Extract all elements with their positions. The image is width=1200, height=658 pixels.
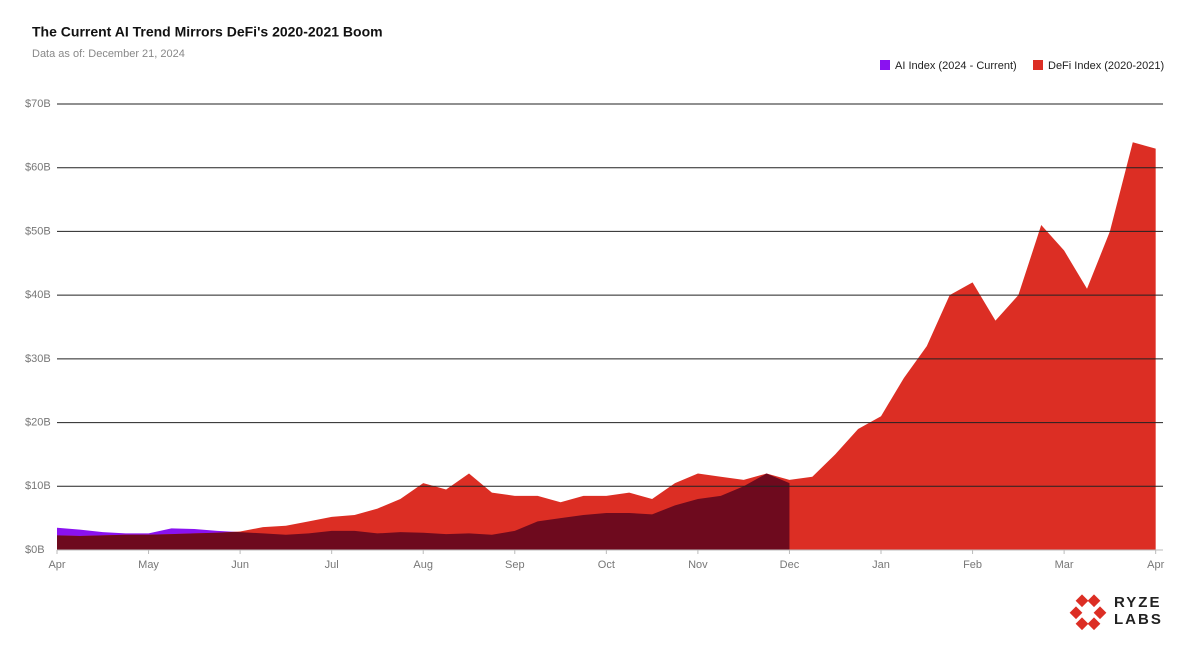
x-tick-label: Feb: [963, 559, 982, 571]
legend-swatch: [880, 60, 890, 70]
x-tick-label: Dec: [780, 559, 800, 571]
legend-label: DeFi Index (2020-2021): [1048, 60, 1164, 72]
x-tick-label: Aug: [413, 559, 433, 571]
legend-label: AI Index (2024 - Current): [895, 60, 1017, 72]
y-tick-label: $50B: [25, 225, 51, 237]
x-tick-label: Apr: [1147, 559, 1164, 571]
logo-text: RYZE: [1114, 594, 1161, 611]
y-tick-label: $20B: [25, 416, 51, 428]
x-tick-label: Jul: [325, 559, 339, 571]
x-tick-label: Mar: [1055, 559, 1074, 571]
area: [57, 142, 1156, 550]
logo: RYZE LABS: [1069, 594, 1163, 631]
x-tick-label: Apr: [48, 559, 65, 571]
y-tick-label: $40B: [25, 289, 51, 301]
y-tick-label: $10B: [25, 480, 51, 492]
area-overlap: [57, 473, 790, 550]
y-tick-label: $30B: [25, 353, 51, 365]
y-tick-label: $60B: [25, 162, 51, 174]
chart-subtitle: Data as of: December 21, 2024: [32, 48, 185, 60]
chart-title: The Current AI Trend Mirrors DeFi's 2020…: [32, 24, 383, 40]
x-tick-label: Jun: [231, 559, 249, 571]
x-tick-label: Sep: [505, 559, 525, 571]
legend-swatch: [1033, 60, 1043, 70]
x-tick-label: Jan: [872, 559, 890, 571]
y-tick-label: $70B: [25, 98, 51, 110]
logo-text: LABS: [1114, 611, 1163, 628]
logo-icon: [1069, 594, 1107, 631]
x-tick-label: May: [138, 559, 159, 571]
x-tick-label: Oct: [598, 559, 615, 571]
y-tick-label: $0B: [25, 544, 45, 556]
x-tick-label: Nov: [688, 559, 708, 571]
